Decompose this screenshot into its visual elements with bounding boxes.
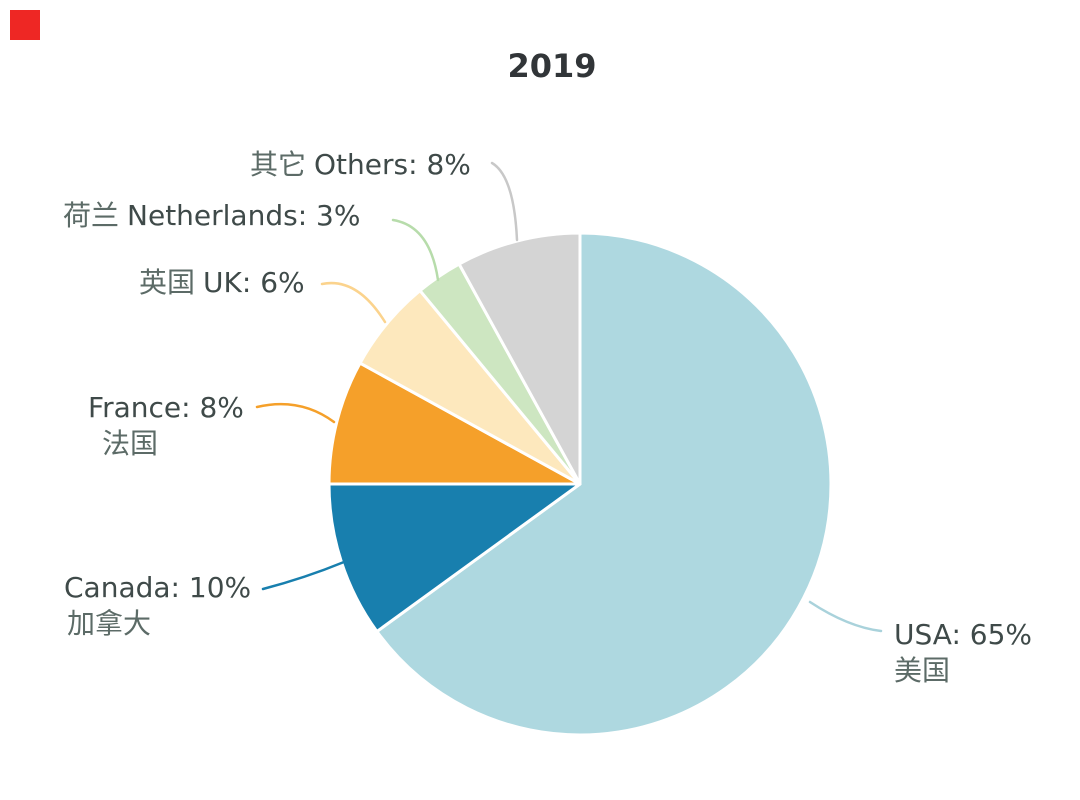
- label-uk-en: UK: 6%: [203, 266, 305, 299]
- label-netherlands-zh: 荷兰: [63, 199, 120, 232]
- label-france: France: 8% 法国: [88, 390, 244, 462]
- label-usa-en: USA: 65%: [894, 618, 1033, 651]
- leader-line-uk: [320, 281, 387, 324]
- pie-slice-usa: [375, 231, 833, 737]
- label-uk: 英国 UK: 6%: [139, 265, 305, 301]
- pie-slice-canada: [327, 482, 582, 633]
- label-usa-zh: 美国: [894, 654, 951, 687]
- leader-line-canada: [261, 560, 346, 591]
- leader-line-netherlands: [391, 218, 440, 282]
- leader-line-usa: [808, 600, 883, 633]
- label-uk-zh: 英国: [139, 266, 196, 299]
- label-france-zh: 法国: [102, 427, 159, 460]
- chart-title: 2019: [507, 47, 597, 85]
- leader-line-france: [255, 402, 336, 424]
- label-others: 其它 Others: 8%: [250, 147, 471, 183]
- label-netherlands-en: Netherlands: 3%: [127, 199, 361, 232]
- label-usa: USA: 65% 美国: [894, 617, 1032, 689]
- label-canada-en: Canada: 10%: [64, 571, 252, 604]
- label-canada-zh: 加拿大: [67, 607, 152, 640]
- leader-line-others: [490, 161, 519, 242]
- red-marker-square: [10, 10, 40, 40]
- label-netherlands: 荷兰 Netherlands: 3%: [63, 198, 360, 234]
- label-others-en: Others: 8%: [314, 148, 471, 181]
- pie-slice-france: [327, 361, 582, 486]
- label-france-en: France: 8%: [88, 391, 244, 424]
- label-canada: Canada: 10% 加拿大: [64, 570, 251, 642]
- label-others-zh: 其它: [250, 148, 307, 181]
